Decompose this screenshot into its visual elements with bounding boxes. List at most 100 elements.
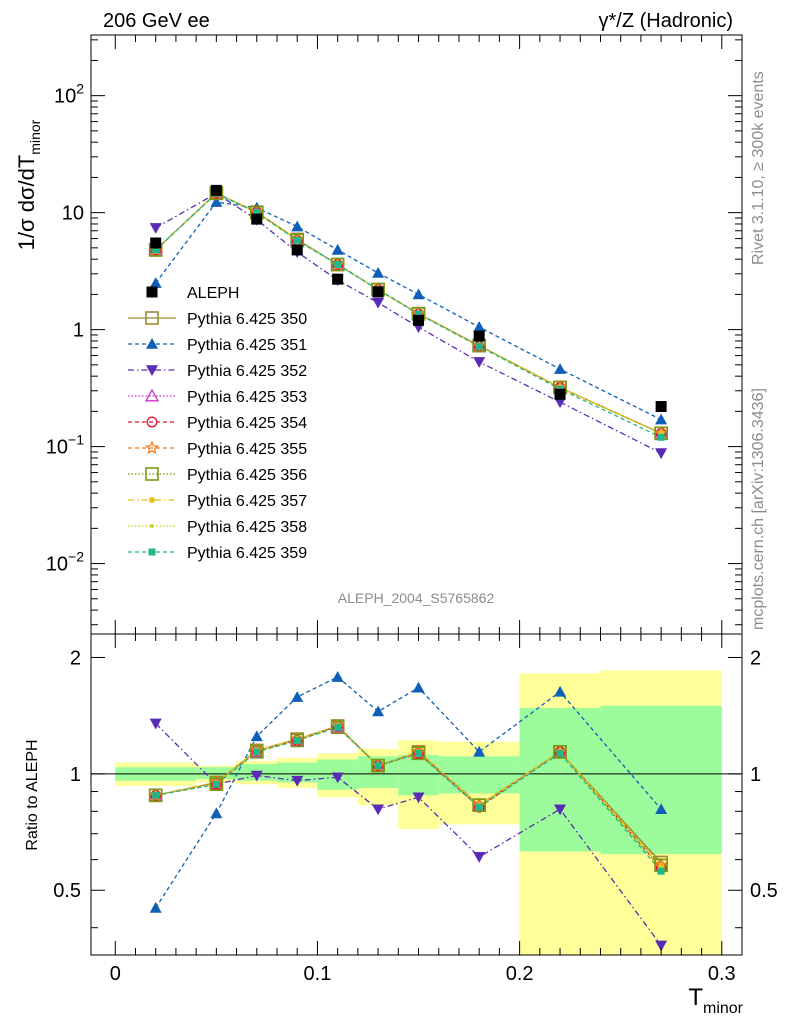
ratio-y-tick-label-right: 0.5 (750, 880, 778, 902)
series-point-2-0 (149, 223, 162, 234)
legend-label-2: Pythia 6.425 352 (187, 363, 307, 380)
ratio-point-1-8 (554, 685, 567, 697)
main-y-tick-label: 10−2 (46, 549, 84, 576)
analysis-label: ALEPH_2004_S5765862 (338, 590, 495, 606)
ratio-point-6-0 (148, 788, 163, 803)
legend-marker-0 (145, 311, 159, 325)
ratio-point-2-9 (655, 940, 668, 952)
ratio-point-9-0 (152, 791, 160, 799)
ratio-y-axis-label: Ratio to ALEPH (24, 739, 41, 850)
main-x-ticks (114, 35, 743, 634)
data-point-1 (210, 184, 222, 196)
legend-label-data: ALEPH (187, 285, 239, 302)
ratio-y-tick-label-right: 1 (750, 764, 761, 786)
stat-band-9 (600, 705, 722, 855)
series-point-9-4 (334, 261, 342, 269)
main-plot-content (148, 184, 669, 460)
legend-label-4: Pythia 6.425 354 (187, 415, 307, 432)
legend: ALEPH Pythia 6.425 350 Pythia 6.425 351 Pyt… (128, 285, 307, 562)
ratio-point-2-3 (291, 775, 304, 787)
main-y-tick-label: 10 (62, 203, 84, 225)
series-point-6-4 (330, 257, 345, 272)
ratio-point-2-0 (149, 718, 162, 730)
stat-band-1 (196, 767, 237, 779)
ratio-x-ticks: 0 0.1 0.2 0.3 (110, 634, 743, 985)
ratio-point-1-5 (372, 705, 385, 717)
ratio-plot-frame (90, 633, 743, 956)
legend-marker-1 (146, 338, 158, 349)
legend-marker-3 (144, 388, 160, 402)
series-point-2-9 (655, 448, 668, 460)
header-right-title: γ*/Z (Hadronic) (599, 10, 733, 32)
x-tick-label: 0.3 (708, 963, 736, 985)
series-point-1-4 (331, 243, 344, 255)
main-y-tick-label-exp: −2 (68, 549, 84, 565)
x-tick-label: 0.1 (304, 963, 332, 985)
data-point-0 (150, 237, 162, 249)
ratio-point-9-6 (415, 749, 423, 757)
ratio-point-7-9 (658, 862, 665, 869)
data-point-2 (251, 213, 263, 225)
ratio-point-2-6 (412, 792, 425, 804)
ratio-point-9-8 (556, 749, 564, 757)
x-tick-label: 0.2 (506, 963, 534, 985)
x-tick-label: 0 (110, 963, 121, 985)
data-point-9 (655, 401, 667, 413)
series-point-1-5 (372, 266, 385, 278)
series-point-2-7 (473, 357, 486, 368)
rivet-version-text: Rivet 3.1.10, ≥ 300k events (750, 71, 767, 265)
series-point-9-6 (415, 310, 423, 318)
series-point-9-3 (293, 236, 301, 244)
ratio-point-1-1 (210, 807, 223, 819)
series-point-9-2 (253, 209, 261, 217)
ratio-point-1-4 (331, 671, 344, 682)
data-point-4 (332, 273, 344, 285)
ratio-point-2-8 (554, 804, 567, 816)
series-point-1-7 (473, 321, 486, 332)
ratio-point-4-6 (413, 747, 424, 759)
main-y-tick-label: 102 (54, 81, 84, 108)
legend-label-1: Pythia 6.425 351 (187, 337, 307, 354)
stat-band-6 (398, 754, 439, 796)
ratio-y-tick-label-left: 0.5 (53, 880, 81, 902)
main-y-tick-label-base: 1 (73, 320, 84, 342)
x-axis-label-main: T (688, 984, 703, 1011)
legend-label-7: Pythia 6.425 357 (187, 493, 307, 510)
ratio-point-4-3 (291, 735, 303, 746)
data-point-5 (372, 286, 384, 298)
series-point-1-0 (149, 277, 162, 288)
legend-marker-9 (148, 548, 156, 556)
y-axis-label: 1/σ dσ/dTminor (14, 119, 43, 250)
stat-band-8 (519, 708, 601, 852)
series-point-2-8 (554, 397, 567, 409)
series-line-9 (155, 192, 662, 438)
ratio-point-6-8 (553, 745, 567, 759)
series-point-1-1 (210, 196, 223, 207)
ratio-y-tick-label-left: 1 (70, 764, 81, 786)
data-point-8 (554, 388, 566, 400)
ratio-y-tick-label-right: 2 (750, 647, 761, 669)
main-y-tick-label: 1 (73, 320, 84, 342)
data-point-7 (473, 330, 485, 342)
series-point-1-8 (554, 363, 567, 374)
ratio-point-9-9 (657, 867, 665, 875)
ratio-point-1-9 (655, 803, 668, 815)
ratio-point-6-4 (330, 720, 345, 735)
series-point-1-3 (291, 220, 304, 232)
ratio-point-9-7 (475, 803, 483, 811)
legend-label-3: Pythia 6.425 353 (187, 389, 307, 406)
series-point-1-6 (412, 288, 425, 300)
legend-marker-4 (146, 416, 158, 428)
ratio-plot-panel: 0.5 0.5 1 1 2 2 0 0.1 0.2 0.3 (53, 633, 778, 985)
legend-label-5: Pythia 6.425 355 (187, 441, 307, 458)
ratio-point-6-2 (249, 745, 264, 759)
main-y-tick-label-base: 10 (54, 86, 76, 108)
main-y-tick-label-base: 10 (46, 554, 68, 576)
ratio-plot-content (148, 671, 669, 952)
ratio-point-9-3 (293, 736, 301, 744)
ratio-point-1-2 (250, 730, 263, 742)
ratio-point-6-3 (290, 733, 305, 748)
ratio-point-1-6 (412, 681, 425, 693)
